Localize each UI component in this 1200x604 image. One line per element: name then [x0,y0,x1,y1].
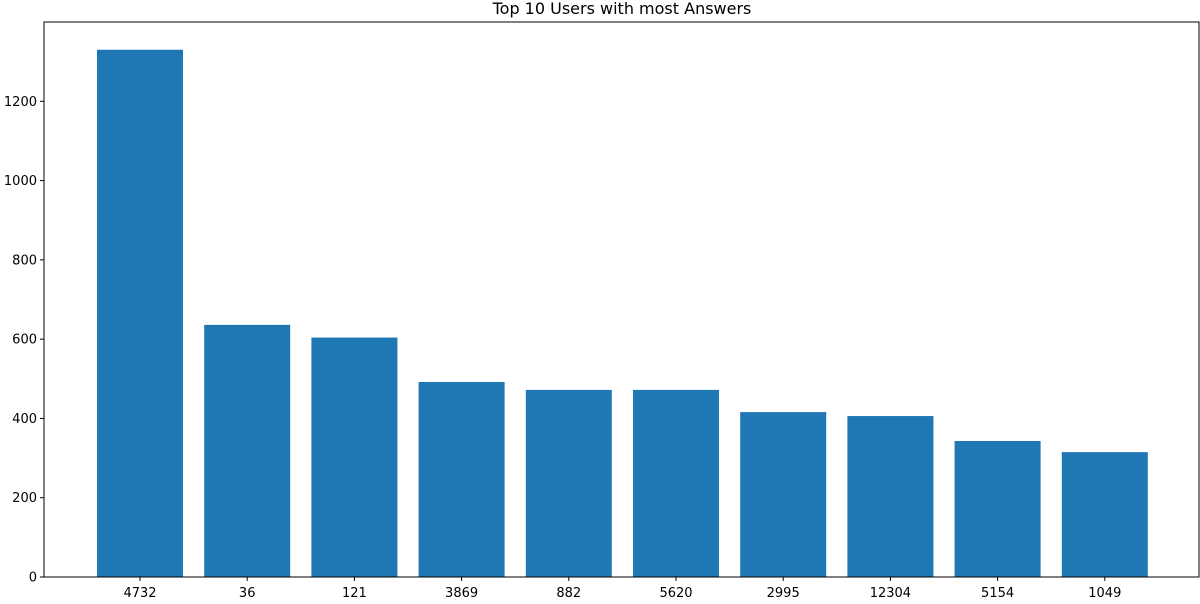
y-tick-label-1200: 1200 [4,95,37,110]
x-tick-label-121: 121 [342,586,367,600]
x-tick-label-36: 36 [239,586,256,600]
plot-frame [43,21,1200,578]
chart-title: Top 10 Users with most Answers [492,0,752,18]
x-tick-label-882: 882 [556,586,581,600]
y-tick-label-800: 800 [12,253,37,268]
bars-layer [97,49,1148,578]
bar-121 [311,337,398,577]
x-tick-label-5620: 5620 [659,586,692,600]
x-tick-label-3869: 3869 [445,586,478,600]
bar-3869 [418,381,505,577]
bar-1049 [1061,452,1148,578]
y-tick-label-200: 200 [12,491,37,506]
bar-5154 [954,441,1041,577]
bar-36 [204,324,291,577]
x-tick-label-2995: 2995 [767,586,800,600]
bar-2995 [740,412,827,577]
bar-5620 [633,389,719,577]
y-tick-label-400: 400 [12,412,37,427]
x-tick-label-5154: 5154 [981,586,1014,600]
y-tick-label-0: 0 [29,571,37,586]
x-tick-label-4732: 4732 [123,586,156,600]
bar-12304 [847,416,934,577]
bar-882 [525,389,612,577]
bar-4732 [97,49,183,577]
x-tick-label-1049: 1049 [1088,586,1121,600]
axes-layer: 4732 36 121 3869 882 5620 2995 12304 5154 1049 0 20… [4,21,1200,601]
y-tick-label-1000: 1000 [4,174,37,189]
x-tick-label-12304: 12304 [870,586,911,600]
y-tick-label-600: 600 [12,333,37,348]
